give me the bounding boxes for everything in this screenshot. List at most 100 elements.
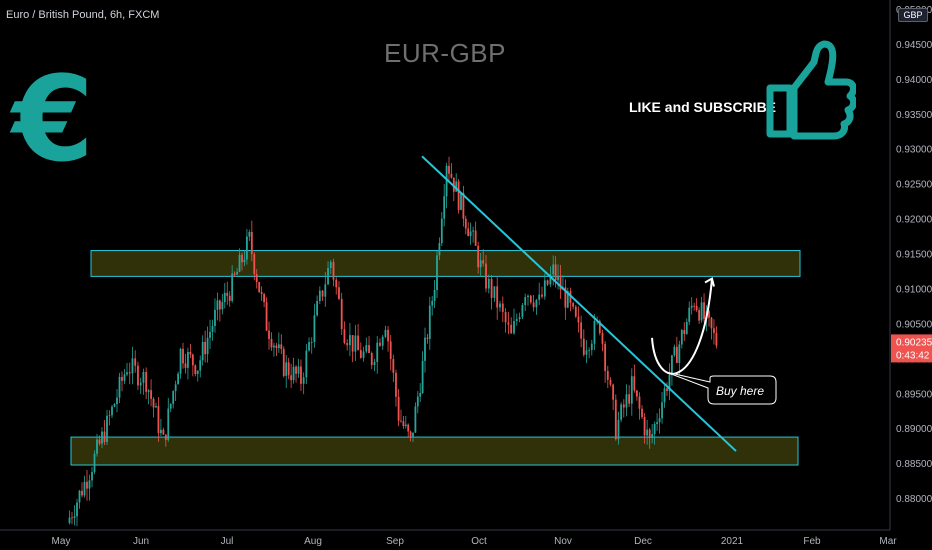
candle-body: [554, 264, 557, 281]
candle-body: [521, 305, 524, 318]
price-tick-label: 0.88000: [896, 494, 932, 505]
price-tick-label: 0.92000: [896, 215, 932, 226]
price-badge: 0.90235 0:43:42: [891, 334, 932, 363]
currency-label[interactable]: GBP: [898, 8, 928, 22]
candle-body: [218, 300, 221, 310]
annotation-text: Buy here: [716, 384, 764, 398]
candle-body: [108, 415, 111, 417]
candle-body: [167, 408, 170, 440]
candle-body: [609, 379, 612, 385]
candle-body: [685, 321, 688, 335]
candles-layer: [68, 156, 718, 527]
candle-body: [593, 321, 596, 344]
price-axis[interactable]: 0.880000.885000.890000.895000.900000.905…: [896, 5, 932, 505]
candle-body: [206, 337, 209, 355]
projection-arrow: [651, 278, 713, 375]
candle-body: [277, 344, 280, 349]
candle-body: [460, 192, 462, 210]
candle-body: [381, 336, 384, 346]
candle-body: [93, 453, 96, 473]
candle-body: [395, 372, 397, 397]
candle-body: [585, 350, 588, 355]
candle-body: [260, 292, 263, 295]
price-badge-price: 0.90235: [896, 337, 932, 348]
candle-body: [282, 348, 285, 376]
candle-body: [265, 302, 268, 331]
candle-body: [236, 271, 238, 275]
candle-body: [472, 230, 475, 232]
candle-body: [436, 255, 438, 291]
candle-body: [169, 403, 172, 409]
candle-body: [338, 287, 340, 299]
candle-body: [209, 331, 211, 338]
candle-body: [126, 372, 128, 375]
annotation-bubble: [665, 371, 777, 405]
candle-body: [327, 268, 329, 285]
candle-body: [379, 342, 381, 346]
candle-body: [683, 330, 686, 335]
candle-body: [700, 302, 703, 321]
candle-body: [424, 337, 426, 361]
price-tick-label: 0.94000: [896, 75, 932, 86]
candle-body: [501, 303, 504, 312]
candle-body: [469, 231, 472, 237]
candle-body: [164, 434, 167, 440]
candle-body: [549, 274, 552, 285]
candle-body: [601, 333, 604, 344]
candle-body: [678, 344, 681, 363]
candle-body: [86, 481, 88, 489]
candle-body: [221, 302, 224, 310]
candle-body: [368, 345, 370, 353]
time-tick-label: May: [52, 536, 71, 547]
chart-title: EUR-GBP: [384, 38, 506, 68]
candle-body: [287, 362, 290, 376]
candle-body: [419, 393, 422, 397]
trendline: [421, 155, 737, 452]
candle-body: [402, 421, 405, 426]
candle-body: [155, 406, 157, 408]
candle-body: [648, 429, 651, 438]
candle-body: [515, 319, 518, 322]
candle-body: [263, 294, 266, 303]
candle-body: [113, 404, 116, 407]
candle-body: [527, 295, 529, 298]
candle-body: [201, 341, 204, 361]
candle-body: [76, 502, 78, 517]
candle-body: [83, 481, 86, 496]
candle-body: [376, 342, 379, 362]
candle-body: [295, 366, 297, 374]
candle-body: [713, 328, 715, 333]
candle-body: [179, 348, 182, 374]
candle-body: [223, 292, 226, 303]
candle-body: [485, 263, 487, 289]
candle-body: [698, 310, 701, 321]
zone-support: [70, 436, 799, 466]
time-tick-label: Jul: [221, 536, 234, 547]
time-tick-label: Jun: [133, 536, 149, 547]
candle-body: [157, 406, 160, 434]
candle-body: [280, 344, 283, 349]
candle-body: [590, 343, 593, 351]
candle-body: [397, 396, 400, 421]
candle-body: [255, 274, 258, 283]
candle-body: [440, 218, 443, 244]
candle-body: [194, 365, 197, 375]
candle-body: [160, 429, 162, 434]
candle-body: [577, 316, 580, 323]
candle-body: [241, 254, 243, 263]
candle-body: [233, 273, 236, 275]
candle-body: [226, 292, 229, 296]
candle-body: [663, 388, 666, 403]
candle-body: [68, 517, 71, 524]
candle-body: [588, 350, 591, 351]
candle-body: [452, 177, 455, 192]
candle-body: [546, 280, 549, 285]
candle-body: [103, 431, 106, 443]
time-axis[interactable]: May Jun Jul Aug Sep Oct Nov Dec 2021 Feb Mar: [52, 536, 898, 547]
candle-body: [688, 307, 691, 322]
candle-body: [535, 299, 538, 308]
symbol-header[interactable]: Euro / British Pound, 6h, FXCM: [6, 9, 160, 21]
candle-body: [428, 305, 431, 339]
